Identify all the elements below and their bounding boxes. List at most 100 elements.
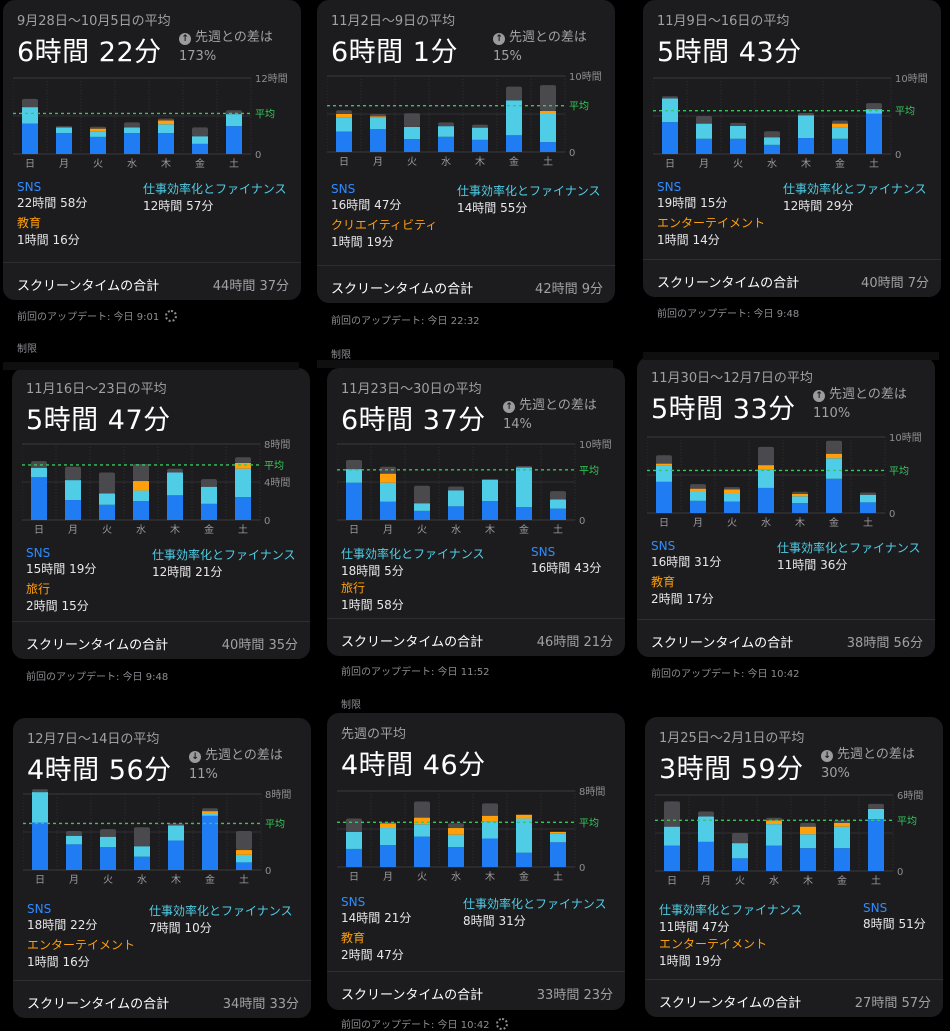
screen-time-card[interactable]: 12月7日～14日の平均 4時間 56分 ↓ 先週との差は 11% 日 月 火 水 木 金 土 平均 8… bbox=[13, 718, 311, 1018]
category-summary[interactable]: 仕事効率化とファイナンス 8時間 31分 bbox=[463, 895, 607, 929]
category-summary[interactable]: 仕事効率化とファイナンス 11時間 36分 bbox=[777, 539, 921, 573]
daily-average: 4時間 46分 bbox=[341, 750, 486, 781]
screen-time-card[interactable]: 11月30日～12月7日の平均 5時間 33分 ↑ 先週との差は 110% 日 月 火 水 木 金… bbox=[637, 357, 935, 657]
category-summary[interactable]: SNS 15時間 19分 bbox=[26, 546, 96, 577]
bar-segment-rest bbox=[346, 459, 362, 470]
category-name: 仕事効率化とファイナンス bbox=[463, 897, 607, 911]
category-summary[interactable]: 仕事効率化とファイナンス 12時間 29分 bbox=[783, 180, 927, 214]
screen-time-card[interactable]: 1月25日～2月1日の平均 3時間 59分 ↓ 先週との差は 30% 日 月 火 水 木 金 土 平均… bbox=[645, 717, 943, 1017]
last-updated-text: 前回のアップデート: 今日 10:42 bbox=[651, 665, 800, 680]
category-summary[interactable]: エンターテイメント 1時間 19分 bbox=[659, 935, 767, 969]
category-name: 仕事効率化とファイナンス bbox=[152, 548, 296, 562]
category-summary[interactable]: 仕事効率化とファイナンス 12時間 57分 bbox=[143, 180, 287, 214]
y-axis-max-label: 8時間 bbox=[579, 786, 605, 798]
screen-time-card[interactable]: 9月28日～10月5日の平均 6時間 22分 ↑ 先週との差は 173% 日 月 火 水 木 金 土… bbox=[3, 0, 301, 300]
category-name: 仕事効率化とファイナンス bbox=[341, 547, 485, 561]
period-title: 11月9日～16日の平均 bbox=[657, 14, 790, 29]
screen-time-total-row[interactable]: スクリーンタイムの合計 38時間 56分 bbox=[637, 619, 935, 657]
category-summary[interactable]: SNS 16時間 31分 bbox=[651, 539, 721, 570]
category-name: 旅行 bbox=[26, 582, 51, 596]
category-summary[interactable]: 仕事効率化とファイナンス 18時間 5分 bbox=[341, 545, 485, 579]
usage-bar-chart: 日 月 火 水 木 金 土 平均 8時間 0 bbox=[337, 781, 615, 881]
bar-segment-rest bbox=[472, 124, 488, 128]
screen-time-total-row[interactable]: スクリーンタイムの合計 46時間 21分 bbox=[327, 618, 625, 656]
category-time: 14時間 55分 bbox=[457, 201, 528, 215]
category-summary[interactable]: 仕事効率化とファイナンス 11時間 47分 bbox=[659, 901, 803, 935]
category-summary[interactable]: エンターテイメント 1時間 16分 bbox=[27, 936, 135, 970]
screen-time-card[interactable]: 先週の平均 4時間 46分日 月 火 水 木 金 土 平均 8時間 0 SNS 14時間 21分 仕事効率… bbox=[327, 713, 625, 1010]
bar-segment-sns bbox=[482, 501, 498, 520]
bar-segment-productivity bbox=[868, 808, 884, 820]
category-summary[interactable]: SNS 19時間 15分 bbox=[657, 180, 727, 211]
screenshot-seam bbox=[317, 360, 613, 368]
bar-segment-rest bbox=[414, 485, 430, 504]
category-time: 1時間 58分 bbox=[341, 598, 404, 612]
bar-segment-productivity bbox=[696, 123, 712, 139]
limits-section-label: 制限 bbox=[331, 350, 351, 361]
bar-segment-rest bbox=[696, 116, 712, 124]
day-label: 火 bbox=[417, 871, 427, 881]
category-summary[interactable]: 仕事効率化とファイナンス 14時間 55分 bbox=[457, 182, 601, 216]
limits-section-label: 制限 bbox=[17, 344, 37, 355]
average-label: 平均 bbox=[264, 460, 284, 472]
screen-time-total-row[interactable]: スクリーンタイムの合計 40時間 7分 bbox=[643, 259, 941, 297]
category-summary[interactable]: 旅行 2時間 15分 bbox=[26, 580, 89, 614]
category-summary[interactable]: SNS 14時間 21分 bbox=[341, 895, 411, 926]
usage-bar-chart: 日 月 火 水 木 金 土 平均 8時間 0 bbox=[23, 784, 301, 884]
bar-segment-productivity bbox=[134, 846, 150, 857]
screen-time-card[interactable]: 11月9日～16日の平均 5時間 43分日 月 火 水 木 金 土 平均 10時間 0 SNS 19時間… bbox=[643, 0, 941, 297]
category-summary[interactable]: 教育 1時間 16分 bbox=[17, 214, 80, 248]
screen-time-total-row[interactable]: スクリーンタイムの合計 27時間 57分 bbox=[645, 979, 943, 1017]
screen-time-card[interactable]: 11月2日～9日の平均 6時間 1分 ↑ 先週との差は 15% 日 月 火 水 木 金 土 平均 10時… bbox=[317, 0, 615, 303]
screen-time-total-row[interactable]: スクリーンタイムの合計 42時間 9分 bbox=[317, 265, 615, 303]
screen-time-card[interactable]: 11月23日～30日の平均 6時間 37分 ↑ 先週との差は 14% 日 月 火 水 木 金 土 平均… bbox=[327, 368, 625, 656]
screen-time-total-row[interactable]: スクリーンタイムの合計 33時間 23分 bbox=[327, 971, 625, 1010]
category-summary[interactable]: SNS 16時間 47分 bbox=[331, 182, 401, 213]
bar-segment-rest bbox=[99, 472, 115, 494]
bar-segment-sns bbox=[404, 139, 420, 152]
daily-average: 4時間 56分 bbox=[27, 755, 172, 786]
bar-segment-other bbox=[800, 826, 816, 835]
screen-time-total-row[interactable]: スクリーンタイムの合計 44時間 37分 bbox=[3, 262, 301, 300]
bar-segment-rest bbox=[482, 803, 498, 816]
bar-segment-productivity bbox=[482, 821, 498, 839]
category-summary[interactable]: SNS 18時間 22分 bbox=[27, 902, 97, 933]
average-label: 平均 bbox=[897, 815, 917, 827]
category-name: 教育 bbox=[651, 575, 676, 589]
usage-bar-chart-svg: 日 月 火 水 木 金 土 平均 8時間 0 bbox=[23, 789, 291, 884]
category-summary[interactable]: SNS 16時間 43分 bbox=[531, 545, 601, 576]
period-title: 11月16日～23日の平均 bbox=[26, 382, 167, 397]
bar-segment-productivity bbox=[732, 843, 748, 859]
category-summary[interactable]: 旅行 1時間 58分 bbox=[341, 579, 404, 613]
category-summary[interactable]: 教育 2時間 17分 bbox=[651, 573, 714, 607]
category-summary[interactable]: 仕事効率化とファイナンス 12時間 21分 bbox=[152, 546, 296, 580]
category-summary[interactable]: SNS 22時間 58分 bbox=[17, 180, 87, 211]
bar-segment-rest bbox=[346, 818, 362, 832]
category-summary[interactable]: SNS 8時間 51分 bbox=[863, 901, 926, 932]
bar-segment-other bbox=[133, 481, 149, 491]
category-summary[interactable]: クリエイティビティ 1時間 19分 bbox=[331, 216, 437, 250]
screen-time-card[interactable]: 11月16日～23日の平均 5時間 47分日 月 火 水 木 金 土 平均 8時間 4時間 0 SNS 1… bbox=[12, 368, 310, 659]
usage-bar-chart-svg: 日 月 火 水 木 金 土 平均 10時間 0 bbox=[653, 73, 928, 168]
category-summary[interactable]: エンターテイメント 1時間 14分 bbox=[657, 214, 765, 248]
last-updated-label: 前回のアップデート: 今日 9:01 bbox=[17, 312, 160, 323]
bar-segment-rest bbox=[66, 831, 82, 836]
bar-segment-rest bbox=[690, 484, 706, 489]
total-value: 40時間 7分 bbox=[861, 276, 929, 291]
bar-segment-rest bbox=[438, 122, 454, 127]
bar-segment-productivity bbox=[65, 480, 81, 501]
category-time: 11時間 36分 bbox=[777, 558, 848, 572]
bar-segment-rest bbox=[540, 85, 556, 111]
bar-segment-productivity bbox=[414, 503, 430, 511]
screenshot-seam bbox=[3, 362, 299, 370]
category-summary[interactable]: 仕事効率化とファイナンス 7時間 10分 bbox=[149, 902, 293, 936]
bar-segment-other bbox=[448, 828, 464, 835]
bar-segment-productivity bbox=[438, 126, 454, 137]
category-summary[interactable]: 教育 2時間 47分 bbox=[341, 929, 404, 963]
day-label: 木 bbox=[485, 871, 495, 881]
category-time: 12時間 29分 bbox=[783, 199, 854, 213]
screen-time-total-row[interactable]: スクリーンタイムの合計 40時間 35分 bbox=[12, 621, 310, 659]
category-time: 2時間 47分 bbox=[341, 948, 404, 962]
category-time: 2時間 15分 bbox=[26, 599, 89, 613]
screen-time-total-row[interactable]: スクリーンタイムの合計 34時間 33分 bbox=[13, 980, 311, 1018]
